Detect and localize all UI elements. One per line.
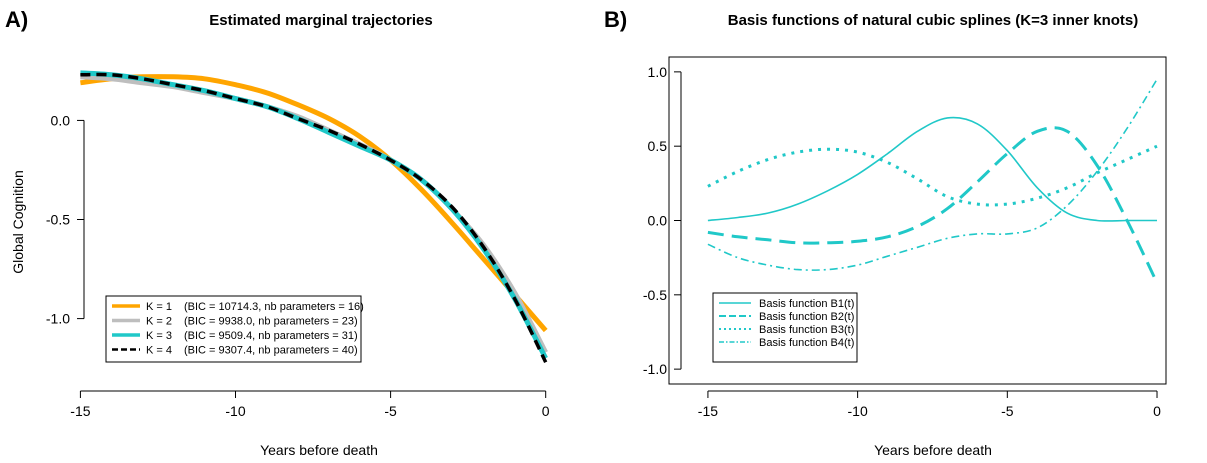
panel-b-legend-label: Basis function B3(t): [759, 324, 854, 336]
panel-b-legend-label: Basis function B1(t): [759, 298, 854, 310]
panel-b-x-tick-label: 0: [1153, 403, 1161, 419]
panel-a-legend-detail: (BIC = 9307.4, nb parameters = 40): [184, 345, 358, 357]
panel-a-plot: -15 -10 -5 0 -1.0 -0.5 0.0 K = 1 (BIC = 10714.3,…: [46, 70, 550, 419]
panel-a-ylabel: Global Cognition: [10, 170, 26, 274]
panel-b-y-tick-label: 0.5: [648, 138, 668, 154]
panel-b-x-tick-label: -10: [848, 403, 868, 419]
panel-b-legend-label: Basis function B4(t): [759, 337, 854, 349]
panel-b-y-tick-label: 0.0: [648, 213, 668, 229]
panel-a-x-tick-label: -5: [384, 403, 397, 419]
panel-a-legend-label: K = 4: [146, 345, 172, 357]
panel-b-series-line-3: [707, 144, 1158, 207]
panel-a-y-tick-label: -0.5: [46, 212, 70, 228]
panel-a-series-line-4: [80, 72, 548, 363]
panel-b-y-tick-label: 1.0: [648, 64, 668, 80]
panel-b-series-line-2: [707, 126, 1159, 284]
panel-b-title: Basis functions of natural cubic splines…: [728, 12, 1139, 29]
panel-a-y-tick-label: 0.0: [51, 112, 71, 128]
panel-a-series-line-1: [80, 74, 548, 333]
panel-b-x-tick-label: -15: [698, 403, 718, 419]
panel-b-plot: -15 -10 -5 0 -1.0 -0.5 0.0 0.5 1.0 Basis function…: [643, 56, 1167, 419]
panel-a-legend-detail: (BIC = 10714.3, nb parameters = 16): [184, 301, 364, 313]
panel-a-letter: A): [5, 7, 28, 32]
panel-a-legend-label: K = 3: [146, 330, 172, 342]
panel-b-letter: B): [604, 7, 627, 32]
panel-a-legend: [105, 295, 362, 363]
panel-b-x-tick-label: -5: [1001, 403, 1014, 419]
panel-b-plot-box: [668, 56, 1167, 385]
panel-a-legend-detail: (BIC = 9938.0, nb parameters = 23): [184, 316, 358, 328]
panel-a-legend-label: K = 1: [146, 301, 172, 313]
panel-a-legend-detail: (BIC = 9509.4, nb parameters = 31): [184, 330, 358, 342]
panel-a-x-tick-label: 0: [542, 403, 550, 419]
panel-a-x-tick-label: -10: [225, 403, 245, 419]
panel-a-title: Estimated marginal trajectories: [209, 12, 432, 29]
panel-a-xlabel: Years before death: [260, 442, 378, 458]
panel-b-xlabel: Years before death: [874, 442, 992, 458]
panel-b-series-line-1: [707, 116, 1157, 222]
panel-b-y-tick-label: -0.5: [643, 287, 667, 303]
panel-a-y-tick-label: -1.0: [46, 311, 70, 327]
panel-a-x-tick-label: -15: [70, 403, 90, 419]
panel-a-legend-label: K = 2: [146, 316, 172, 328]
panel-b-series-line-4: [707, 78, 1158, 271]
panel-b-y-tick-label: -1.0: [643, 361, 667, 377]
panel-b-legend: [712, 292, 858, 363]
panel-b-legend-label: Basis function B2(t): [759, 311, 854, 323]
